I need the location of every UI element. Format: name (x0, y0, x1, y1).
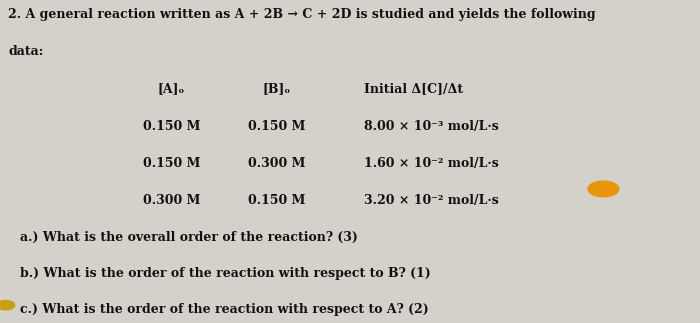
Text: [A]ₒ: [A]ₒ (158, 82, 186, 95)
Text: 2. A general reaction written as A + 2B → C + 2D is studied and yields the follo: 2. A general reaction written as A + 2B … (8, 8, 596, 21)
Text: 0.150 M: 0.150 M (143, 120, 200, 132)
Text: a.) What is the overall order of the reaction? (3): a.) What is the overall order of the rea… (20, 231, 358, 244)
Text: 0.300 M: 0.300 M (143, 194, 200, 207)
Text: b.) What is the order of the reaction with respect to B? (1): b.) What is the order of the reaction wi… (20, 267, 430, 280)
Text: 8.00 × 10⁻³ mol/L·s: 8.00 × 10⁻³ mol/L·s (364, 120, 498, 132)
Text: data:: data: (8, 45, 44, 58)
Text: 3.20 × 10⁻² mol/L·s: 3.20 × 10⁻² mol/L·s (364, 194, 498, 207)
Text: Initial Δ[C]/Δt: Initial Δ[C]/Δt (364, 82, 463, 95)
Text: 0.150 M: 0.150 M (143, 157, 200, 170)
Text: 0.150 M: 0.150 M (248, 194, 305, 207)
Ellipse shape (588, 181, 619, 197)
Text: 0.150 M: 0.150 M (248, 120, 305, 132)
Text: 1.60 × 10⁻² mol/L·s: 1.60 × 10⁻² mol/L·s (364, 157, 498, 170)
Text: c.) What is the order of the reaction with respect to A? (2): c.) What is the order of the reaction wi… (20, 303, 428, 316)
Ellipse shape (0, 301, 15, 310)
Text: 0.300 M: 0.300 M (248, 157, 305, 170)
Text: [B]ₒ: [B]ₒ (262, 82, 290, 95)
